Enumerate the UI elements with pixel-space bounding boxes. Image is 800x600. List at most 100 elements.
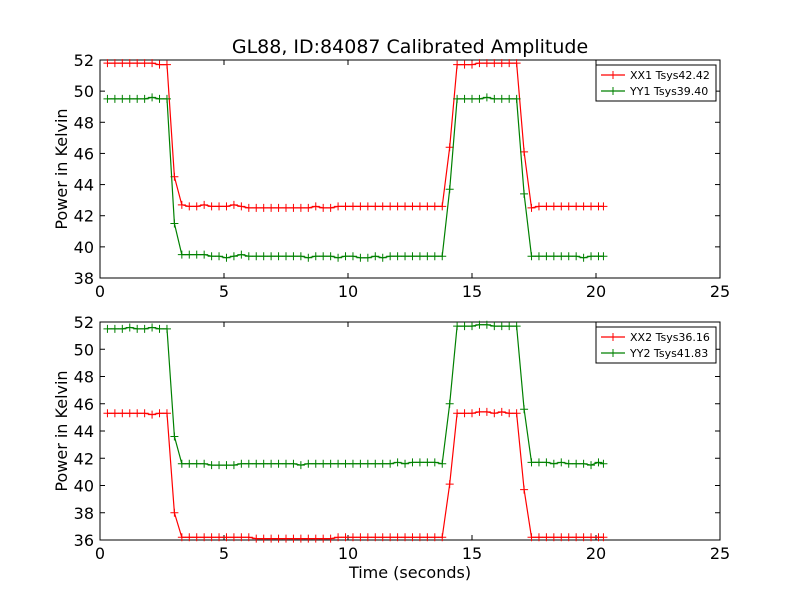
data-point [587, 461, 596, 470]
y-tick-label: 52 [74, 313, 94, 332]
data-point [557, 252, 566, 261]
data-point [118, 324, 127, 333]
data-point [505, 409, 514, 418]
y-tick-label: 46 [74, 395, 94, 414]
data-point [348, 202, 357, 211]
data-point [282, 534, 290, 543]
data-point [222, 253, 231, 262]
data-point [497, 59, 506, 68]
data-point [534, 202, 543, 211]
data-point [534, 252, 543, 261]
data-point [311, 534, 320, 543]
legend-entry-label: YY2 Tsys41.83 [629, 347, 708, 360]
x-tick-label: 5 [219, 544, 229, 563]
series-2-1 [103, 407, 608, 543]
data-point [497, 94, 506, 103]
data-point [118, 94, 127, 103]
data-point [215, 252, 224, 261]
data-point [564, 533, 573, 542]
data-point [490, 94, 499, 103]
legend: XX2 Tsys36.16 YY2 Tsys41.83 [595, 326, 717, 364]
data-point [408, 202, 417, 211]
data-point [430, 252, 439, 261]
data-point [572, 533, 581, 542]
data-point [557, 458, 566, 467]
data-point [386, 252, 395, 261]
data-point [133, 59, 142, 68]
data-point [341, 459, 350, 468]
data-point [542, 458, 551, 467]
data-point [140, 59, 149, 68]
data-point [549, 252, 558, 261]
data-point [207, 533, 216, 542]
data-point [356, 253, 365, 262]
data-point [415, 252, 424, 261]
data-point [371, 459, 380, 468]
data-point [475, 407, 484, 416]
y-tick-label: 52 [74, 51, 94, 70]
data-point [599, 252, 608, 261]
data-point [527, 458, 536, 467]
y-tick-label: 50 [74, 82, 94, 101]
data-point [468, 94, 476, 103]
data-point [252, 203, 261, 212]
data-point [185, 459, 194, 468]
data-point [505, 59, 514, 68]
data-point [490, 322, 499, 331]
data-point [564, 202, 573, 211]
data-point [599, 202, 608, 211]
data-point [497, 407, 506, 416]
data-point [170, 219, 179, 228]
data-point [557, 202, 566, 211]
data-point [244, 252, 253, 261]
data-point [490, 409, 499, 418]
y-tick-label: 36 [74, 531, 94, 550]
data-point [393, 252, 402, 261]
data-point [371, 252, 380, 261]
data-point [319, 252, 328, 261]
data-point [237, 250, 246, 259]
data-point [423, 458, 432, 467]
data-point [497, 322, 506, 331]
data-point [423, 533, 432, 542]
data-point [200, 250, 209, 259]
data-point [542, 202, 551, 211]
data-point [401, 252, 410, 261]
data-point [423, 202, 432, 211]
data-point [520, 147, 529, 156]
data-point [110, 409, 119, 418]
data-point [512, 59, 521, 68]
plot-panel-1: 0 5 10 15 20 25 38 40 42 44 46 48 50 52 Power in Kelvi… [52, 51, 730, 301]
x-tick-label: 0 [95, 544, 105, 563]
y-axis-label: Power in Kelvin [52, 108, 71, 229]
data-point [512, 322, 521, 331]
data-point [401, 459, 410, 468]
x-tick-label: 15 [462, 282, 482, 301]
data-point [282, 252, 290, 261]
data-point [140, 324, 149, 333]
data-point [549, 202, 558, 211]
series-line [107, 324, 604, 466]
data-point [140, 409, 149, 418]
data-point [579, 459, 588, 468]
x-axis-label: Time (seconds) [348, 563, 471, 582]
data-point [564, 459, 573, 468]
data-point [103, 409, 112, 418]
data-point [326, 534, 335, 543]
data-point [386, 202, 395, 211]
data-point [475, 320, 484, 329]
data-point [274, 534, 283, 543]
data-point [599, 459, 608, 468]
data-point [296, 203, 305, 212]
data-point [229, 200, 238, 209]
data-point [599, 533, 608, 542]
data-point [259, 252, 268, 261]
data-point [259, 459, 268, 468]
data-point [579, 202, 588, 211]
data-point [140, 94, 149, 103]
data-point [304, 253, 313, 262]
data-point [200, 533, 209, 542]
data-point [445, 480, 454, 489]
data-point [572, 202, 581, 211]
data-point [311, 459, 320, 468]
